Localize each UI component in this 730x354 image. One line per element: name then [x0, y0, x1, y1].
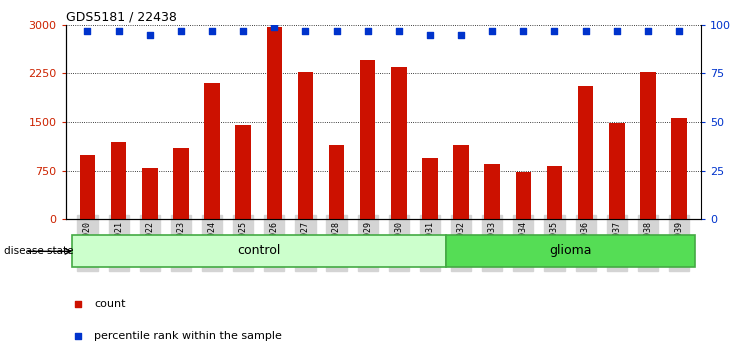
Text: percentile rank within the sample: percentile rank within the sample: [94, 331, 283, 341]
Text: count: count: [94, 299, 126, 309]
Point: [269, 24, 280, 29]
Point: [549, 28, 561, 33]
Point: [237, 28, 249, 33]
Bar: [671, 118, 687, 219]
Point: [393, 28, 404, 33]
Point: [299, 28, 311, 33]
Point: [112, 28, 124, 33]
Point: [518, 28, 529, 33]
Point: [72, 333, 84, 339]
FancyBboxPatch shape: [445, 235, 694, 267]
Bar: [360, 61, 375, 219]
Bar: [173, 148, 188, 219]
Text: glioma: glioma: [549, 244, 591, 257]
Point: [362, 28, 374, 33]
Point: [175, 28, 187, 33]
Text: GDS5181 / 22438: GDS5181 / 22438: [66, 11, 177, 24]
Point: [144, 32, 155, 37]
Text: disease state: disease state: [4, 246, 73, 256]
Bar: [547, 166, 562, 219]
Point: [642, 28, 653, 33]
Bar: [609, 123, 625, 219]
Point: [424, 32, 436, 37]
Bar: [328, 145, 345, 219]
Point: [72, 302, 84, 307]
Point: [673, 28, 685, 33]
Point: [82, 28, 93, 33]
Text: control: control: [237, 244, 280, 257]
Point: [611, 28, 623, 33]
Bar: [235, 125, 251, 219]
Point: [580, 28, 591, 33]
FancyBboxPatch shape: [72, 235, 445, 267]
Point: [486, 28, 498, 33]
Point: [206, 28, 218, 33]
Bar: [640, 72, 656, 219]
Bar: [80, 155, 96, 219]
Bar: [578, 86, 593, 219]
Bar: [142, 167, 158, 219]
Point: [331, 28, 342, 33]
Bar: [391, 67, 407, 219]
Bar: [111, 142, 126, 219]
Bar: [266, 27, 282, 219]
Bar: [453, 145, 469, 219]
Bar: [204, 83, 220, 219]
Point: [456, 32, 467, 37]
Bar: [298, 72, 313, 219]
Bar: [485, 164, 500, 219]
Bar: [422, 158, 438, 219]
Bar: [515, 172, 531, 219]
